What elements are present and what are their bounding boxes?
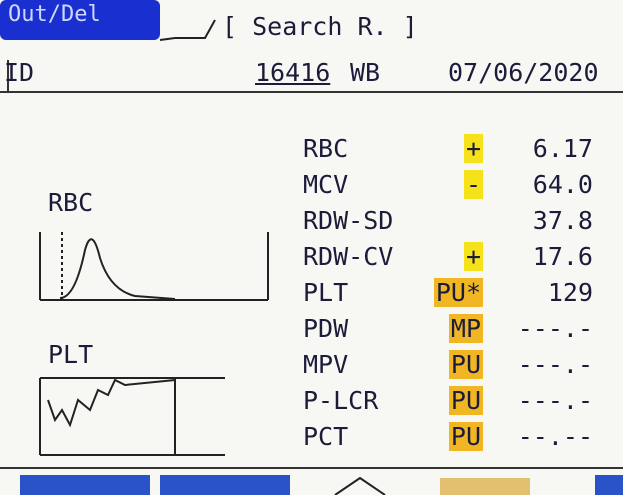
result-name: MPV bbox=[303, 350, 348, 380]
result-name: RBC bbox=[303, 134, 348, 164]
result-value: ---.- bbox=[473, 386, 593, 416]
rbc-histogram bbox=[40, 232, 268, 300]
result-value: --.-- bbox=[473, 422, 593, 452]
result-value: 129 bbox=[473, 278, 593, 308]
histogram-label: PLT bbox=[48, 340, 93, 370]
bottom-tab[interactable] bbox=[160, 475, 290, 495]
result-name: MCV bbox=[303, 170, 348, 200]
result-value: ---.- bbox=[473, 350, 593, 380]
plt-histogram bbox=[40, 378, 225, 455]
result-name: PLT bbox=[303, 278, 348, 308]
result-value: ---.- bbox=[473, 314, 593, 344]
result-name: RDW-SD bbox=[303, 206, 393, 236]
result-name: PCT bbox=[303, 422, 348, 452]
bottom-tab[interactable] bbox=[595, 475, 623, 495]
result-value: 17.6 bbox=[473, 242, 593, 272]
histogram-label: RBC bbox=[48, 188, 93, 218]
bottom-tabs bbox=[0, 468, 623, 495]
result-name: P-LCR bbox=[303, 386, 378, 416]
result-value: 64.0 bbox=[473, 170, 593, 200]
bottom-tab[interactable] bbox=[20, 475, 150, 495]
search-tab[interactable]: [ Search R. ] bbox=[222, 12, 418, 42]
id-label: ID bbox=[4, 58, 34, 88]
up-arrow-tab[interactable] bbox=[335, 478, 385, 495]
analyzer-screen: Out/Del [ Search R. ] ID 16416 WB 07/06/… bbox=[0, 0, 623, 495]
sample-date: 07/06/2020 bbox=[448, 58, 599, 88]
tab-outline bbox=[160, 20, 215, 40]
tab-label[interactable]: Out/Del bbox=[8, 0, 101, 30]
sample-id: 16416 bbox=[255, 58, 330, 88]
bottom-tab[interactable] bbox=[440, 478, 530, 495]
result-name: RDW-CV bbox=[303, 242, 393, 272]
result-value: 37.8 bbox=[473, 206, 593, 236]
result-value: 6.17 bbox=[473, 134, 593, 164]
result-name: PDW bbox=[303, 314, 348, 344]
sample-mode: WB bbox=[350, 58, 380, 88]
